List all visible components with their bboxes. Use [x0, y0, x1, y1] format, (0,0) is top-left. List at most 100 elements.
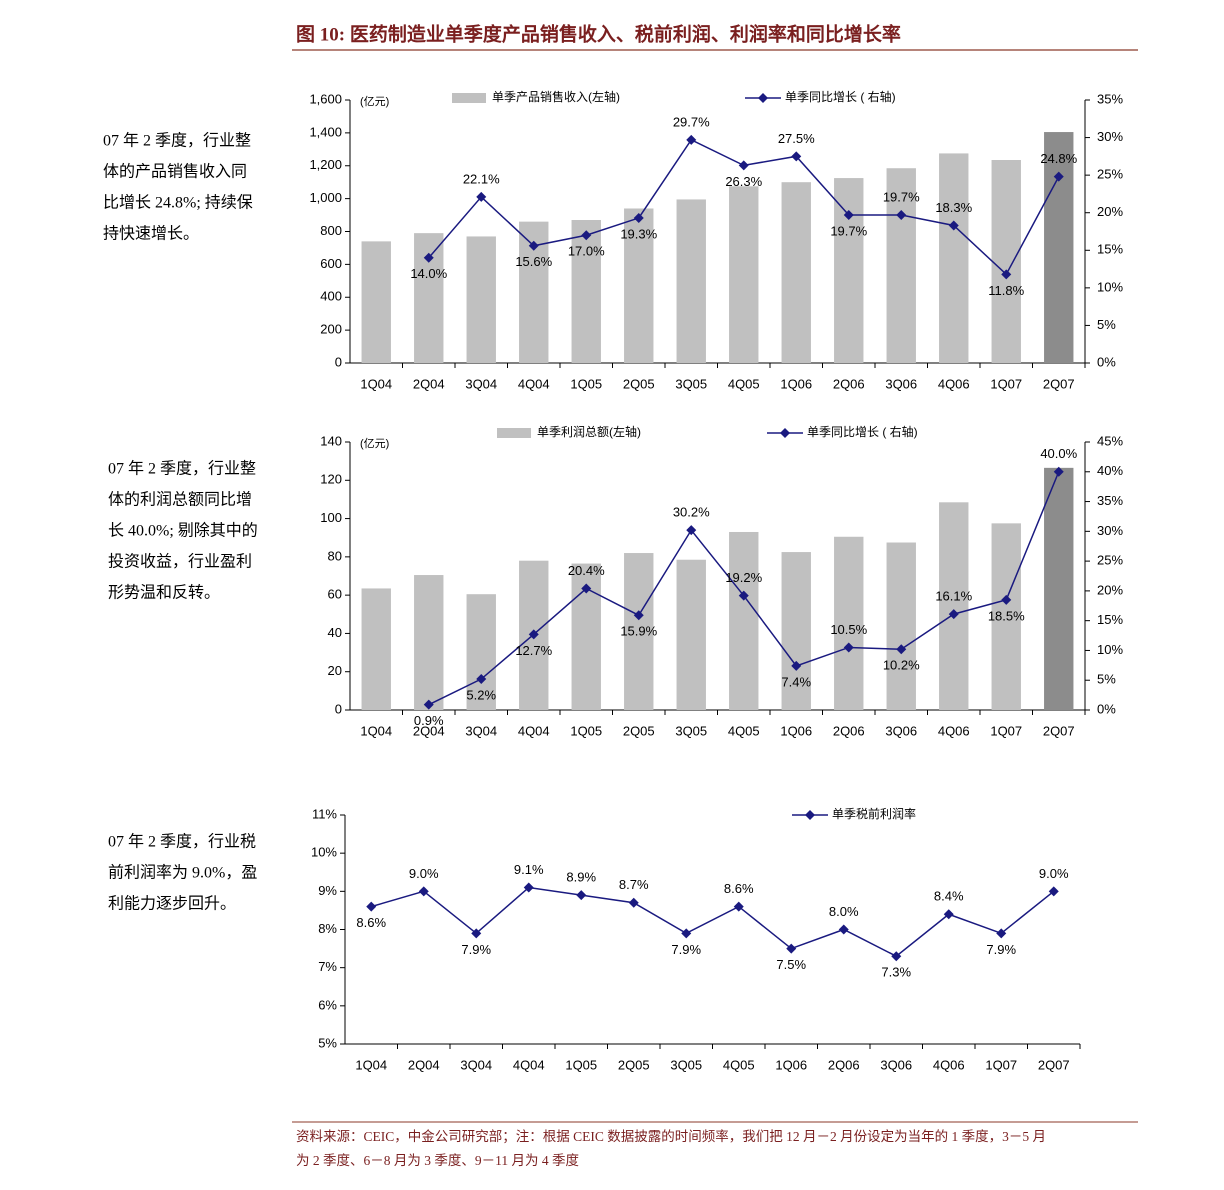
line-marker [843, 642, 854, 653]
y2-tick-label: 20% [1097, 204, 1123, 219]
x-tick-label: 4Q06 [938, 723, 970, 738]
x-tick-label: 4Q05 [723, 1057, 755, 1072]
line-marker [581, 230, 592, 241]
y-tick-label: 5% [318, 1035, 337, 1050]
x-tick-label: 4Q06 [938, 376, 970, 391]
bar [571, 219, 601, 363]
data-label: 18.3% [935, 200, 972, 215]
x-tick-label: 1Q04 [360, 723, 392, 738]
bar [414, 233, 444, 363]
data-label: 7.9% [671, 942, 701, 957]
x-tick-label: 2Q07 [1038, 1057, 1070, 1072]
x-tick-label: 2Q04 [408, 1057, 440, 1072]
x-tick-label: 4Q05 [728, 723, 760, 738]
data-label: 10.2% [883, 658, 920, 673]
y2-tick-label: 15% [1097, 242, 1123, 257]
line-marker [738, 590, 749, 601]
bar [886, 168, 916, 363]
y-tick-label: 60 [328, 587, 342, 602]
data-label: 14.0% [410, 266, 447, 281]
y-tick-label: 600 [320, 256, 342, 271]
data-label: 0.9% [414, 713, 444, 728]
y2-tick-label: 5% [1097, 672, 1116, 687]
x-tick-label: 2Q06 [833, 376, 865, 391]
y2-tick-label: 10% [1097, 279, 1123, 294]
x-tick-label: 2Q06 [833, 723, 865, 738]
y-tick-label: 6% [318, 997, 337, 1012]
y-tick-label: 40 [328, 625, 342, 640]
y-unit: (亿元) [360, 95, 389, 108]
note-line: 体的产品销售收入同 [103, 163, 247, 181]
data-label: 15.6% [515, 254, 552, 269]
source-line: 为 2 季度、6－8 月为 3 季度、9－11 月为 4 季度 [296, 1153, 579, 1168]
legend-label: 单季利润总额(左轴) [537, 424, 641, 439]
data-label: 8.4% [934, 889, 964, 904]
line-marker [528, 240, 539, 251]
x-tick-label: 1Q06 [775, 1057, 807, 1072]
data-label: 7.3% [881, 965, 911, 980]
bar [466, 594, 496, 710]
line-marker [891, 951, 902, 962]
bar [414, 575, 444, 710]
line-marker [1001, 594, 1012, 605]
bar [991, 159, 1021, 363]
legend-marker [805, 810, 815, 820]
line-marker [948, 609, 959, 620]
bar [361, 588, 391, 710]
bar [624, 553, 654, 710]
x-tick-label: 1Q05 [565, 1057, 597, 1072]
data-label: 22.1% [463, 171, 500, 186]
line-marker [1001, 269, 1012, 280]
note-line: 持快速增长。 [103, 225, 199, 243]
x-tick-label: 2Q07 [1043, 723, 1075, 738]
data-label: 17.0% [568, 244, 605, 259]
bar [676, 199, 706, 363]
bar [781, 552, 811, 710]
y-tick-label: 1,600 [309, 91, 342, 106]
data-label: 12.7% [515, 643, 552, 658]
x-tick-label: 1Q06 [780, 723, 812, 738]
x-tick-label: 3Q05 [675, 723, 707, 738]
data-label: 24.8% [1040, 151, 1077, 166]
data-label: 8.9% [566, 870, 596, 885]
y-unit: (亿元) [360, 437, 389, 450]
line-marker [628, 897, 639, 908]
line-marker [476, 674, 487, 685]
line-marker [1048, 886, 1059, 897]
line-marker [948, 220, 959, 231]
line-marker [1053, 171, 1064, 182]
data-label: 8.6% [724, 881, 754, 896]
bar [624, 208, 654, 363]
bar [834, 178, 864, 363]
bar [729, 531, 759, 710]
y2-tick-label: 35% [1097, 493, 1123, 508]
y-tick-label: 800 [320, 223, 342, 238]
bar [781, 182, 811, 363]
y-tick-label: 200 [320, 322, 342, 337]
line-marker [528, 629, 539, 640]
bar [939, 153, 969, 363]
note-line: 07 年 2 季度，行业整 [108, 460, 256, 478]
data-label: 26.3% [725, 174, 762, 189]
x-tick-label: 1Q06 [780, 376, 812, 391]
legend-swatch [452, 93, 486, 103]
y-tick-label: 80 [328, 548, 342, 563]
line-marker [686, 525, 697, 536]
x-tick-label: 1Q05 [570, 376, 602, 391]
line-marker [838, 924, 849, 935]
line-marker [786, 943, 797, 954]
y2-tick-label: 25% [1097, 553, 1123, 568]
line-marker [843, 209, 854, 220]
bar [466, 236, 496, 363]
data-label: 7.4% [781, 674, 811, 689]
line-marker [423, 252, 434, 263]
line-marker [476, 191, 487, 202]
y-tick-label: 1,200 [309, 157, 342, 172]
line-marker [576, 890, 587, 901]
x-tick-label: 1Q07 [985, 1057, 1017, 1072]
figure-title: 图 10: 医药制造业单季度产品销售收入、税前利润、利润率和同比增长率 [296, 22, 901, 45]
y-tick-label: 1,000 [309, 190, 342, 205]
y-tick-label: 0 [335, 354, 342, 369]
x-tick-label: 1Q05 [570, 723, 602, 738]
